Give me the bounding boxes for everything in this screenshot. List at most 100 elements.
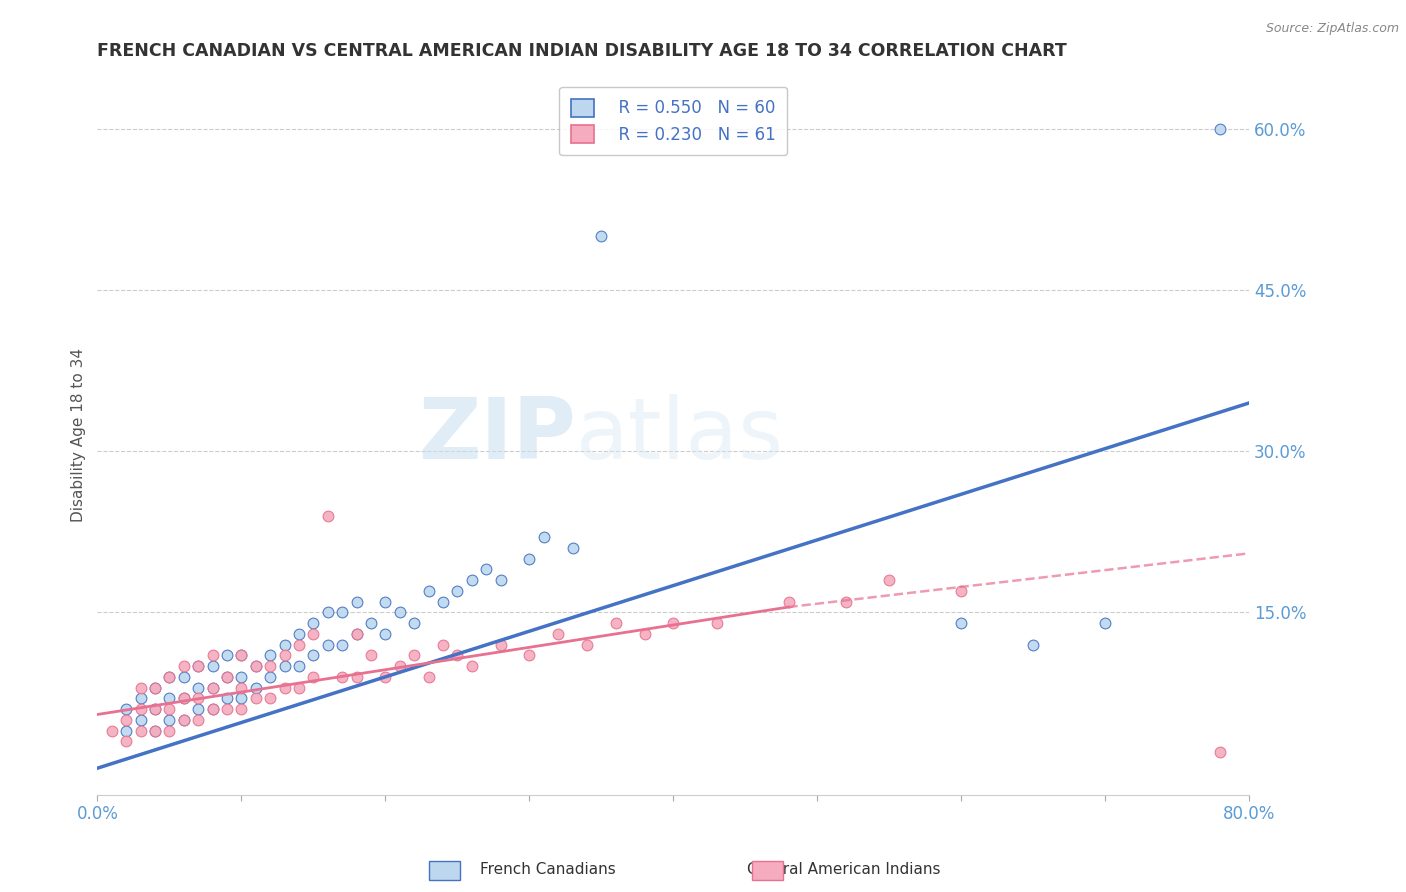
Point [245,659,267,673]
Point [302,616,325,631]
Point [143,681,166,695]
Point [129,702,152,716]
Point [418,583,440,598]
Point [316,508,339,523]
Point [129,723,152,738]
Point [231,681,253,695]
Point [835,595,858,609]
Point [215,691,238,706]
Point [404,616,426,631]
Point [273,681,295,695]
Point [475,562,498,576]
Point [129,713,152,727]
Point [129,681,152,695]
Point [302,670,325,684]
Point [489,638,512,652]
Point [288,638,311,652]
Point [115,734,138,748]
Point [533,530,555,544]
Point [273,659,295,673]
Point [388,606,411,620]
Point [201,702,224,716]
Point [302,648,325,663]
Point [778,595,800,609]
Point [330,606,353,620]
Text: FRENCH CANADIAN VS CENTRAL AMERICAN INDIAN DISABILITY AGE 18 TO 34 CORRELATION C: FRENCH CANADIAN VS CENTRAL AMERICAN INDI… [97,42,1067,60]
Point [273,638,295,652]
Point [404,648,426,663]
Point [187,681,209,695]
Point [316,606,339,620]
Point [374,627,396,641]
Point [489,573,512,587]
Point [950,583,973,598]
Point [575,638,598,652]
Point [288,659,311,673]
Point [173,713,195,727]
Point [360,616,382,631]
Point [215,670,238,684]
Point [115,702,138,716]
Point [201,681,224,695]
Point [173,659,195,673]
Point [418,670,440,684]
Point [157,702,180,716]
Point [201,681,224,695]
Point [143,723,166,738]
Point [1209,122,1232,136]
Point [187,659,209,673]
Point [115,713,138,727]
Point [879,573,901,587]
Point [432,595,454,609]
Point [231,702,253,716]
Point [950,616,973,631]
Point [157,713,180,727]
Point [157,691,180,706]
Point [547,627,569,641]
Point [446,583,468,598]
Point [215,648,238,663]
Point [173,691,195,706]
Legend:   R = 0.550   N = 60,   R = 0.230   N = 61: R = 0.550 N = 60, R = 0.230 N = 61 [560,87,787,155]
Point [259,648,281,663]
Point [316,638,339,652]
Point [245,691,267,706]
Point [157,670,180,684]
Point [1022,638,1045,652]
Point [388,659,411,673]
Point [360,648,382,663]
Point [1094,616,1116,631]
Point [330,670,353,684]
Point [231,670,253,684]
Point [259,659,281,673]
Point [517,551,540,566]
Point [605,616,627,631]
Point [173,691,195,706]
Point [201,648,224,663]
Point [187,691,209,706]
Point [346,627,368,641]
Point [157,723,180,738]
Point [115,723,138,738]
Point [245,659,267,673]
Point [446,648,468,663]
Point [374,670,396,684]
Point [201,659,224,673]
Point [662,616,685,631]
Point [517,648,540,663]
Point [100,723,122,738]
Point [561,541,583,555]
Point [461,659,484,673]
Point [187,713,209,727]
Text: Source: ZipAtlas.com: Source: ZipAtlas.com [1265,22,1399,36]
Text: ZIP: ZIP [418,393,575,476]
Point [157,670,180,684]
Point [143,702,166,716]
Text: Central American Indians: Central American Indians [747,863,941,877]
Point [201,702,224,716]
Point [231,648,253,663]
Point [461,573,484,587]
Point [330,638,353,652]
Point [173,713,195,727]
Point [259,691,281,706]
